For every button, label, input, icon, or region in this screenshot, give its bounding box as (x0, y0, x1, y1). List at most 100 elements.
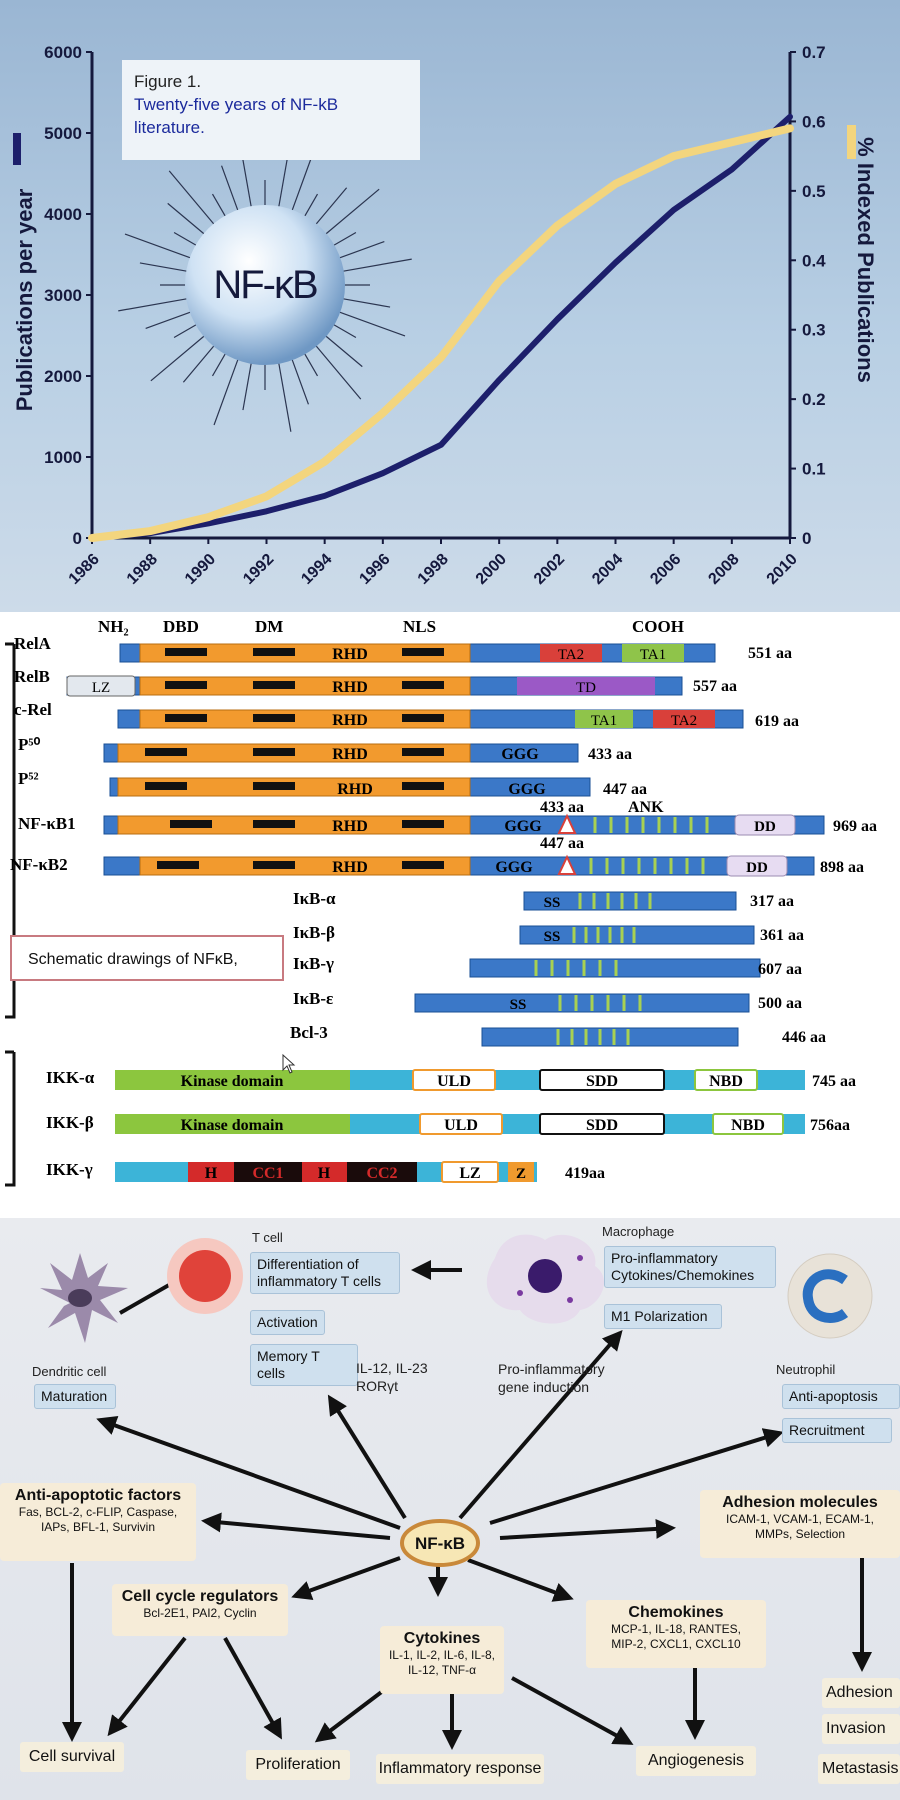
arrow-to-macrophage (458, 1329, 623, 1520)
rela-ta2 (540, 644, 602, 662)
p52-ggg: GGG (508, 781, 546, 798)
sphere-spike (211, 193, 227, 218)
outcome-adhesion: Adhesion (822, 1678, 900, 1708)
row-name-nfkb2: NF-κB2 (10, 855, 68, 874)
tcell-title: T cell (252, 1230, 283, 1245)
network-arrows: NF-κB (40, 1234, 873, 1750)
right-legend-swatch (847, 125, 856, 159)
nfkb2-cleavage-marker (557, 854, 577, 875)
il12-label: IL-12, IL-23 (356, 1360, 428, 1376)
x-tick-label: 1998 (415, 551, 452, 588)
x-tick-label: 2002 (531, 551, 568, 588)
sphere-spike (220, 165, 239, 212)
cytokines-d2: IL-12, TNF-α (407, 1663, 477, 1677)
schematic-popup (10, 935, 284, 981)
row-name-bcl3: Bcl-3 (290, 1023, 328, 1042)
nfkb1-ggg: GGG (504, 818, 542, 835)
sphere-spike (291, 358, 310, 405)
crel-ta2 (653, 710, 715, 728)
right-tick-label: 0.6 (802, 112, 826, 131)
ikbe-ss: SS (510, 997, 527, 1013)
sphere-spike (118, 297, 189, 312)
ikka-sdd-label: SDD (586, 1073, 618, 1090)
ikka-kinase-label: Kinase domain (181, 1073, 284, 1090)
nfkb2-ggg: GGG (495, 859, 533, 876)
header-nls: NLS (403, 617, 436, 636)
publication-chart: NF-κB 0 1000 2000 3000 4000 5000 6000 0 0.1 0.2 0.… (12, 43, 878, 588)
ikkg-cc2-label: CC2 (366, 1165, 397, 1182)
chart-axes: 0 1000 2000 3000 4000 5000 6000 0 0.1 0.2 0.3 0.4 0.… (44, 43, 826, 588)
rela-ta1 (622, 644, 684, 662)
relb-aa: 557 aa (693, 678, 737, 695)
x-tick-label: 2000 (473, 551, 510, 588)
ikkb-sdd-label: SDD (586, 1117, 618, 1134)
arrow-to-chemokines (467, 1558, 574, 1602)
nfkb-center-label: NF-κB (415, 1534, 465, 1553)
rela-ta2-label: TA2 (558, 647, 584, 663)
left-tick-label: 4000 (44, 205, 82, 224)
row-name-p50: P⁵⁰ (18, 735, 40, 754)
crel-ta1-label: TA1 (591, 713, 617, 729)
nfkb2-ank-repeats (589, 858, 705, 874)
relb-td-label: TD (576, 680, 596, 696)
header-cooh: COOH (632, 617, 684, 636)
ikka-uld-label: ULD (437, 1073, 471, 1090)
nfkb1-cleavage-marker (557, 813, 577, 834)
arrow-to-dendritic (96, 1416, 401, 1530)
sphere-spike (314, 344, 362, 400)
dendritic-title: Dendritic cell (32, 1364, 107, 1379)
outcome-proliferation: Proliferation (246, 1750, 350, 1780)
p52-aa: 447 aa (603, 781, 647, 798)
macrophage-nucleus (528, 1259, 562, 1293)
right-tick-label: 0.1 (802, 460, 826, 479)
chemokines-d2: MIP-2, CXCL1, CXCL10 (611, 1637, 741, 1651)
relb-rhd (139, 676, 471, 696)
nfkb1-mark-label: 433 aa (540, 799, 584, 816)
sphere-label: NF-κB (213, 263, 317, 307)
sphere-spike (314, 187, 348, 226)
tcell-activation: Activation (250, 1310, 325, 1335)
ikk-bracket (5, 1050, 16, 1187)
outcome-cell-survival: Cell survival (20, 1742, 124, 1772)
p52-rhd-label: RHD (337, 781, 373, 798)
row-name-rela: RelA (14, 634, 52, 653)
nfkb2-rhd (139, 856, 471, 876)
row-name-ikbg: IκB-γ (293, 954, 334, 973)
left-tick-label: 2000 (44, 367, 82, 386)
nfkb1-rhd-label: RHD (332, 818, 368, 835)
tcell-nucleus (179, 1250, 231, 1302)
nfkb-center-node (400, 1519, 480, 1567)
arrow-to-cellcycle (291, 1556, 401, 1600)
macrophage-m1: M1 Polarization (604, 1304, 722, 1329)
arrow-to-antiapoptotic (201, 1512, 391, 1540)
right-axis-label: % Indexed Publications (853, 137, 878, 383)
ikkg-h2-label: H (318, 1165, 331, 1182)
row-name-nfkb1: NF-κB1 (18, 814, 76, 833)
arrow-cellcycle-prolif (223, 1637, 282, 1740)
chemokines-title: Chemokines (628, 1604, 724, 1621)
ikkg-z (508, 1162, 534, 1182)
ikkb-uld (419, 1113, 503, 1135)
left-tick-label: 0 (73, 529, 82, 548)
ikkb-uld-label: ULD (444, 1117, 478, 1134)
dendritic-maturation: Maturation (34, 1384, 116, 1409)
ikkb-sdd (539, 1113, 665, 1135)
neutrophil-antiapoptosis: Anti-apoptosis (782, 1384, 900, 1409)
publication-chart-panel: NF-κB 0 1000 2000 3000 4000 5000 6000 0 0.1 0.2 0.… (0, 0, 900, 612)
cellcycle-group: Cell cycle regulators Bcl-2E1, PAI2, Cyc… (112, 1584, 288, 1636)
p50-rhd-label: RHD (332, 746, 368, 763)
ikka-nbd-label: NBD (709, 1073, 743, 1090)
left-tick-label: 1000 (44, 448, 82, 467)
ikkb-aa: 756aa (810, 1117, 850, 1134)
rorgt-label: RORγt (356, 1378, 398, 1394)
rela-ta1-label: TA1 (640, 647, 666, 663)
left-tick-label: 5000 (44, 124, 82, 143)
sphere-spike (150, 334, 206, 382)
nfkb2-mark-label: 447 aa (540, 835, 584, 852)
left-legend-swatch (13, 133, 21, 165)
sphere-spike (182, 344, 216, 383)
bcl3-backbone (481, 1027, 739, 1047)
bcl3-aa: 446 aa (782, 1029, 826, 1046)
x-tick-label: 1994 (298, 551, 335, 588)
neutrophil-recruitment: Recruitment (782, 1418, 892, 1443)
